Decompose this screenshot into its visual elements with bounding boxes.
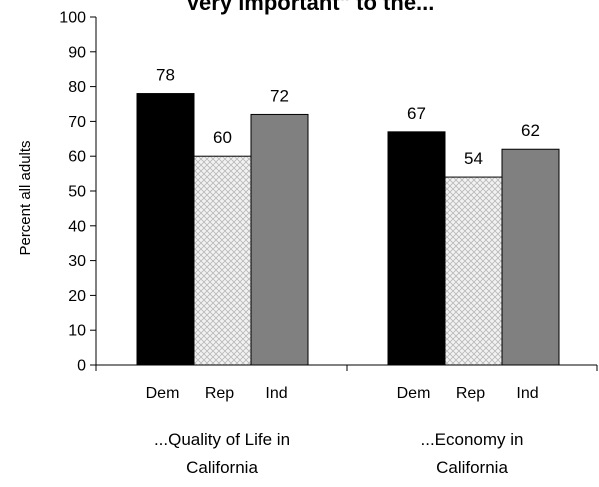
y-tick-label: 80 [68, 79, 86, 96]
group-label: California [186, 458, 258, 477]
data-label: 60 [213, 128, 232, 147]
group-label: California [436, 458, 508, 477]
y-tick-label: 50 [68, 184, 86, 201]
y-tick-label: 0 [77, 358, 86, 375]
data-label: 67 [407, 104, 426, 123]
y-tick-label: 40 [68, 218, 86, 235]
data-label: 78 [156, 66, 175, 85]
category-label: Ind [516, 385, 538, 402]
bar-rep [193, 155, 252, 366]
bar-ind [501, 148, 560, 366]
bar-rep [444, 176, 503, 366]
group-label: ...Quality of Life in [154, 430, 290, 449]
category-label: Rep [205, 385, 234, 402]
y-tick-label: 20 [68, 288, 86, 305]
data-label: 54 [464, 149, 483, 168]
bar-ind [250, 113, 309, 366]
category-label: Dem [397, 385, 431, 402]
plot-area: 0 10 20 30 40 50 60 70 80 90 100 78 Dem 60 Rep 72 Ind...… [59, 10, 598, 477]
category-label: Dem [146, 385, 180, 402]
category-label: Rep [456, 385, 485, 402]
y-tick-label: 30 [68, 253, 86, 270]
data-label: 72 [270, 86, 289, 105]
y-tick-label: 10 [68, 323, 86, 340]
chart-title: Very important" to the... [186, 0, 435, 15]
y-tick-label: 100 [59, 10, 86, 27]
bar-dem [136, 93, 195, 366]
y-tick-label: 70 [68, 114, 86, 131]
bar-dem [387, 131, 446, 366]
y-axis-label: Percent all adults [17, 140, 34, 255]
category-label: Ind [265, 385, 287, 402]
data-label: 62 [521, 121, 540, 140]
y-tick-label: 60 [68, 149, 86, 166]
group-label: ...Economy in [421, 430, 524, 449]
y-tick-label: 90 [68, 44, 86, 61]
